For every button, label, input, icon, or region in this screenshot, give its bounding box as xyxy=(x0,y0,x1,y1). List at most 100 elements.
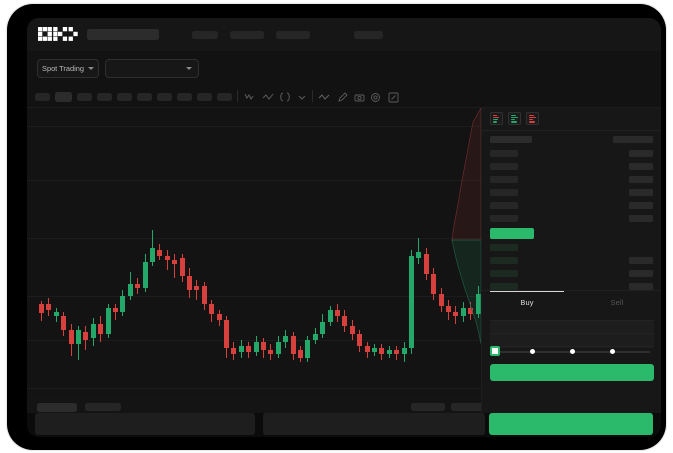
candle-body xyxy=(142,262,148,288)
ask-row-5-price xyxy=(490,215,518,222)
nav-item-4[interactable] xyxy=(354,31,383,39)
candle-body xyxy=(224,320,229,348)
candle-body xyxy=(231,348,237,354)
candle-wick xyxy=(166,250,168,270)
gridline-5 xyxy=(27,388,481,389)
chevron-down-icon[interactable] xyxy=(297,92,307,102)
candle-wick xyxy=(196,280,198,300)
candle-body xyxy=(164,256,170,260)
pair-selector[interactable] xyxy=(105,59,199,78)
market-type-label: Spot Trading xyxy=(42,64,84,73)
market-type-selector[interactable]: Spot Trading xyxy=(37,59,99,78)
bottom-tab-inactive[interactable] xyxy=(85,403,121,411)
ask-row-3-amount xyxy=(629,189,653,196)
gridline-0 xyxy=(27,126,481,127)
timeframe-6[interactable] xyxy=(137,93,152,101)
candle-body xyxy=(423,254,429,274)
chart-type-icon[interactable] xyxy=(243,92,256,102)
timeframe-1[interactable] xyxy=(35,93,50,101)
candle-wick xyxy=(115,304,116,320)
candle-body xyxy=(335,310,340,316)
settings-gear-icon[interactable] xyxy=(370,92,381,103)
orderbook-mode-asks-icon[interactable] xyxy=(526,112,539,125)
percent-slider-handle[interactable] xyxy=(490,346,500,356)
candle-body xyxy=(261,342,266,350)
ask-row-2-amount xyxy=(629,176,653,183)
candle-body xyxy=(416,252,422,258)
form-top-divider xyxy=(482,290,661,291)
okx-logo[interactable] xyxy=(38,27,78,41)
percent-slider-stop-25[interactable] xyxy=(530,349,535,354)
candle-body xyxy=(268,350,274,354)
candle-body xyxy=(76,330,81,344)
candle-body xyxy=(68,330,74,344)
candle-body xyxy=(275,342,281,354)
orderbook-mode-bids-icon[interactable] xyxy=(508,112,521,125)
chart-action-1[interactable] xyxy=(411,403,445,411)
ask-row-0-price xyxy=(490,150,518,157)
camera-icon[interactable] xyxy=(354,92,365,103)
orderbook-and-order-form: Buy Sell xyxy=(481,108,661,437)
tablet-screen: Spot Trading xyxy=(27,18,661,437)
indicators-icon[interactable] xyxy=(262,92,275,102)
bid-row-0-price xyxy=(490,244,518,251)
timeframe-4[interactable] xyxy=(97,93,112,101)
candle-body xyxy=(401,348,407,354)
candle-body xyxy=(342,316,348,326)
candle-body xyxy=(446,306,451,312)
tab-buy[interactable]: Buy xyxy=(520,298,534,307)
candle-body xyxy=(431,274,437,294)
submit-buy-button[interactable] xyxy=(490,364,654,381)
orderbook-divider xyxy=(482,130,661,131)
candle-body xyxy=(98,324,104,334)
bottom-tab-active[interactable] xyxy=(37,403,77,412)
field-divider xyxy=(490,320,654,321)
gridline-4 xyxy=(27,340,481,341)
timeframe-2-active[interactable] xyxy=(55,92,72,102)
orderbook-mode-both-icon[interactable] xyxy=(490,112,503,125)
bottom-panel-right[interactable] xyxy=(263,413,485,435)
candle-body xyxy=(150,248,155,262)
template-brackets-icon[interactable] xyxy=(279,92,291,102)
chart-toolbar xyxy=(27,86,661,108)
timeframe-3[interactable] xyxy=(77,93,92,101)
candle-body xyxy=(364,346,370,352)
candle-body xyxy=(246,346,252,352)
percent-slider-stop-75[interactable] xyxy=(610,349,615,354)
timeframe-7[interactable] xyxy=(157,93,172,101)
price-field-inner xyxy=(490,320,654,330)
tab-sell[interactable]: Sell xyxy=(610,298,624,307)
candle-body xyxy=(460,308,466,316)
candle-body xyxy=(135,284,141,288)
candle-body xyxy=(290,336,296,354)
timeframe-5[interactable] xyxy=(117,93,132,101)
chart-action-2[interactable] xyxy=(451,403,485,411)
price-chart[interactable] xyxy=(27,108,481,395)
percent-slider-stop-50[interactable] xyxy=(570,349,575,354)
timeframe-10[interactable] xyxy=(217,93,232,101)
draw-pencil-icon[interactable] xyxy=(337,92,348,103)
nav-item-1[interactable] xyxy=(192,31,218,39)
timeframe-9[interactable] xyxy=(197,93,212,101)
amount-field[interactable] xyxy=(490,334,654,346)
candle-body xyxy=(53,312,59,316)
bottom-panel-left[interactable] xyxy=(35,413,255,435)
bid-row-1-price xyxy=(490,257,518,264)
candle-body xyxy=(172,260,178,264)
chevron-down-icon xyxy=(87,67,94,70)
candle-body xyxy=(201,286,207,304)
search-input[interactable] xyxy=(87,29,159,40)
bid-row-3-price xyxy=(490,283,518,290)
bottom-panel-cta[interactable] xyxy=(489,413,653,435)
candle-body xyxy=(90,324,96,338)
line-tool-icon[interactable] xyxy=(318,92,331,102)
ask-row-2-price xyxy=(490,176,518,183)
orderbook-depth-overlay xyxy=(451,108,481,345)
timeframe-8[interactable] xyxy=(177,93,192,101)
fullscreen-icon[interactable] xyxy=(388,92,399,103)
field-divider xyxy=(490,333,654,334)
nav-item-3[interactable] xyxy=(276,31,310,39)
ask-row-5-amount xyxy=(629,215,653,222)
nav-item-2[interactable] xyxy=(230,31,264,39)
